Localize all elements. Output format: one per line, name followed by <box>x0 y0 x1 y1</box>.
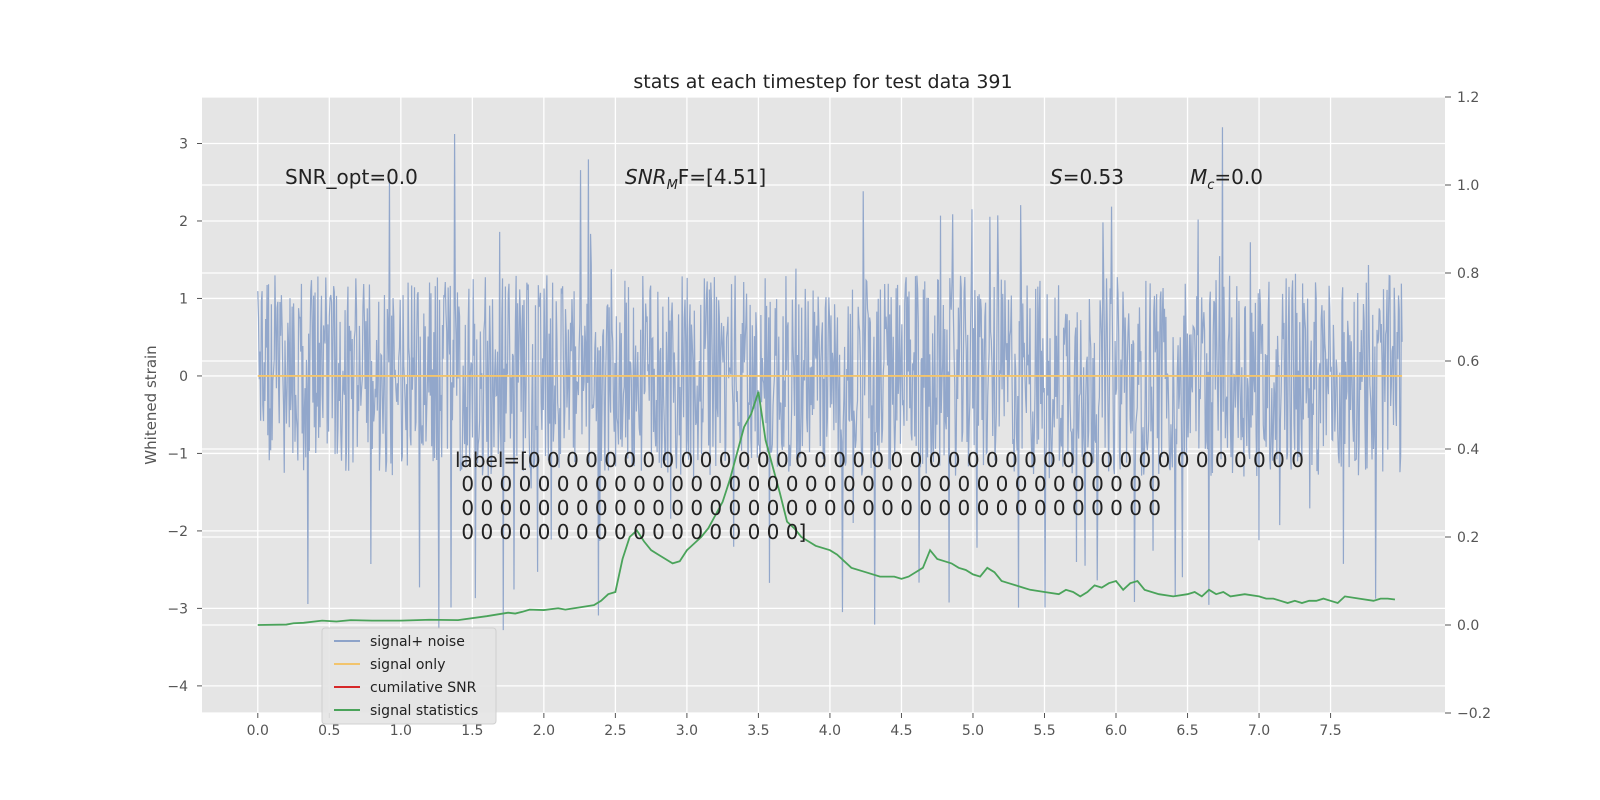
y-tick-label: 2 <box>179 214 188 230</box>
s-symbol: S <box>1050 165 1063 189</box>
chart-title: stats at each timestep for test data 391 <box>633 71 1012 93</box>
x-tick-label: 0.5 <box>318 723 340 739</box>
legend-label-signal-statistics: signal statistics <box>370 703 478 719</box>
legend-label-cumilative-snr: cumilative SNR <box>370 680 477 696</box>
x-tick-label: 6.0 <box>1105 723 1127 739</box>
label-line-2: 0 0 0 0 0 0 0 0 0 0 0 0 0 0 0 0 0 0 0 0 … <box>455 472 1161 496</box>
annotation-snr-mf: SNRMF=[4.51] <box>625 165 766 193</box>
x-tick-label: 2.0 <box>533 723 555 739</box>
annotation-s: S=0.53 <box>1050 165 1124 189</box>
y-tick-label: 0 <box>179 369 188 385</box>
legend-label-signal-noise: signal+ noise <box>370 634 465 650</box>
x-tick-label: 7.0 <box>1248 723 1270 739</box>
annotation-snr-opt: SNR_opt=0.0 <box>285 165 418 189</box>
mc-symbol: M <box>1190 165 1207 189</box>
y2-tick-label: 0.2 <box>1457 530 1479 546</box>
annotation-label: label=[0 0 0 0 0 0 0 0 0 0 0 0 0 0 0 0 0… <box>455 448 1304 544</box>
y-tick-label: 3 <box>179 136 188 152</box>
x-tick-label: 6.5 <box>1176 723 1198 739</box>
label-line-3: 0 0 0 0 0 0 0 0 0 0 0 0 0 0 0 0 0 0 0 0 … <box>455 496 1161 520</box>
y-tick-label: −4 <box>167 679 188 695</box>
annotation-mc: Mc=0.0 <box>1190 165 1263 193</box>
y-tick-label: 1 <box>179 291 188 307</box>
x-tick-label: 3.0 <box>676 723 698 739</box>
y2-tick-label: 1.0 <box>1457 178 1479 194</box>
y2-tick-label: 0.6 <box>1457 354 1479 370</box>
x-tick-label: 0.0 <box>247 723 269 739</box>
x-tick-label: 1.0 <box>390 723 412 739</box>
x-tick-label: 5.0 <box>962 723 984 739</box>
y2-tick-label: 0.4 <box>1457 442 1479 458</box>
x-tick-label: 3.5 <box>747 723 769 739</box>
y-axis-right: −0.2 0.0 0.2 0.4 0.6 0.8 1.0 1.2 <box>1445 90 1491 722</box>
y2-tick-label: 0.0 <box>1457 618 1479 634</box>
y2-tick-label: 1.2 <box>1457 90 1479 106</box>
series-signal-noise <box>257 127 1403 631</box>
y-axis-label: Whitened strain <box>142 345 160 464</box>
mc-value: =0.0 <box>1214 165 1263 189</box>
y-tick-label: −3 <box>167 601 188 617</box>
y-tick-label: −1 <box>167 446 188 462</box>
y2-tick-label: 0.8 <box>1457 266 1479 282</box>
snr-mf-sub: M <box>667 178 678 193</box>
label-line-1: label=[0 0 0 0 0 0 0 0 0 0 0 0 0 0 0 0 0… <box>455 448 1304 472</box>
snr-mf-main: SNR <box>625 165 667 189</box>
legend-box <box>321 627 497 725</box>
legend-label-signal-only: signal only <box>370 657 445 673</box>
x-tick-label: 7.5 <box>1319 723 1341 739</box>
series-layer <box>257 127 1403 631</box>
mc-subscript: c <box>1207 178 1214 193</box>
s-value: =0.53 <box>1063 165 1124 189</box>
snr-mf-tail: F=[4.51] <box>678 165 766 189</box>
x-axis: 0.0 0.5 1.0 1.5 2.0 2.5 3.0 3.5 4.0 4.5 5.0 5.5 6.0 6… <box>247 713 1342 739</box>
label-line-4: 0 0 0 0 0 0 0 0 0 0 0 0 0 0 0 0 0 0] <box>455 520 806 544</box>
y-axis-left: −4 −3 −2 −1 0 1 2 3 <box>167 136 202 695</box>
x-tick-label: 4.5 <box>890 723 912 739</box>
y-tick-label: −2 <box>167 524 188 540</box>
x-tick-label: 2.5 <box>604 723 626 739</box>
series-signal-statistics <box>257 391 1396 626</box>
x-tick-label: 4.0 <box>819 723 841 739</box>
x-tick-label: 5.5 <box>1033 723 1055 739</box>
legend: signal+ noise signal only cumilative SNR… <box>321 627 497 725</box>
x-tick-label: 1.5 <box>461 723 483 739</box>
y2-tick-label: −0.2 <box>1457 706 1491 722</box>
